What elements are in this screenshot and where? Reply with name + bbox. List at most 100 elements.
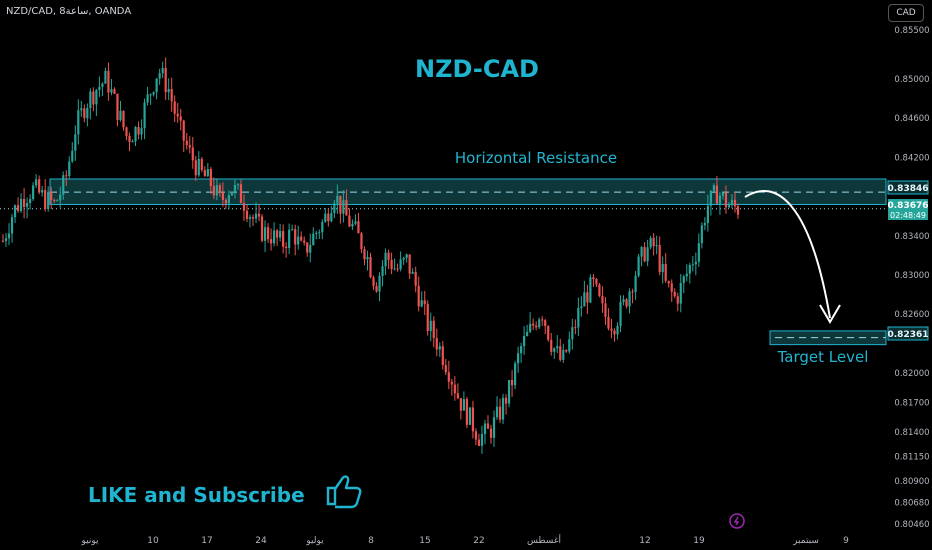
candle-body [715, 185, 719, 204]
candle-body [607, 316, 610, 329]
candle-body [191, 147, 194, 161]
candle-body [47, 191, 50, 209]
candle-body [697, 243, 700, 262]
candle-body [324, 213, 327, 222]
candle-body [381, 266, 384, 276]
candle-body [592, 277, 595, 280]
x-tick-label: 17 [201, 536, 212, 546]
candle-body [565, 349, 568, 352]
x-tick-label: يونيو [80, 536, 99, 546]
candle-body [83, 108, 86, 119]
candle-body [182, 120, 185, 141]
candle-body [206, 169, 209, 177]
candle-body [703, 222, 706, 226]
candle-body [333, 203, 336, 214]
x-tick-label: 9 [843, 536, 849, 546]
candle-body [390, 259, 393, 270]
candle-body [432, 320, 435, 339]
candle-body [140, 128, 143, 135]
candle-body [694, 261, 697, 265]
y-tick-label: 0.81150 [894, 452, 929, 462]
candle-body [273, 230, 276, 244]
candle-body [4, 238, 8, 241]
candle-body [1, 240, 5, 242]
candle-body [104, 70, 107, 84]
candle-body [616, 325, 619, 335]
candle-body [513, 363, 517, 386]
candle-body [402, 257, 405, 260]
candle-body [631, 291, 634, 293]
candle-body [89, 91, 92, 109]
candle-body [113, 89, 116, 94]
x-tick-label: 15 [419, 536, 430, 546]
candle-body [312, 233, 315, 246]
candle-body [486, 423, 490, 429]
candle-body [200, 158, 203, 170]
candle-body [176, 113, 179, 117]
candle-body [71, 150, 74, 162]
candle-body [405, 254, 408, 258]
candle-body [101, 83, 104, 87]
candle-body [345, 200, 348, 216]
candle-body [450, 381, 453, 385]
candle-body [733, 199, 737, 207]
candle-body [22, 198, 26, 207]
candle-body [110, 89, 113, 93]
candle-body [384, 252, 387, 267]
candle-body [501, 397, 505, 420]
candle-body [550, 339, 553, 352]
y-tick-label: 0.81700 [894, 398, 929, 408]
candles [1, 57, 740, 455]
candle-body [736, 206, 740, 215]
candle-body [571, 327, 574, 340]
candle-body [495, 406, 499, 418]
x-tick-label: يوليو [305, 536, 324, 546]
candle-body [375, 286, 378, 292]
candle-body [134, 127, 137, 142]
candle-body [62, 175, 65, 195]
candle-body [315, 232, 318, 234]
symbol-info[interactable]: NZD/CAD, 8ساعة, OANDA [6, 6, 132, 17]
candle-body [447, 372, 450, 382]
candle-body [462, 399, 465, 411]
candle-body [417, 285, 420, 307]
candle-body [86, 108, 89, 119]
candle-body [164, 67, 167, 93]
y-tick-label: 0.82000 [894, 369, 929, 379]
candle-body [179, 116, 182, 121]
y-tick-label: 0.85000 [894, 75, 929, 85]
candle-body [589, 277, 592, 303]
candle-body [288, 229, 291, 249]
candle-body [122, 110, 125, 128]
candle-body [619, 301, 622, 326]
candle-body [637, 256, 640, 276]
candle-body [438, 346, 441, 350]
candle-body [517, 353, 520, 364]
currency-button[interactable]: CAD [888, 4, 924, 22]
candle-body [266, 227, 270, 240]
svg-text:0.82361: 0.82361 [888, 330, 929, 340]
candle-body [556, 346, 559, 349]
candle-body [498, 406, 502, 420]
candle-body [613, 330, 616, 335]
candle-body [441, 346, 444, 366]
candle-body [664, 263, 667, 281]
candle-body [646, 247, 649, 262]
x-tick-label: 19 [693, 536, 705, 546]
candle-body [209, 169, 212, 187]
candle-body [276, 230, 279, 238]
lightning-icon[interactable] [729, 513, 745, 529]
candle-body [652, 237, 655, 247]
candle-body [625, 299, 628, 307]
candle-body [574, 327, 577, 329]
candle-body [32, 185, 35, 200]
candle-body [330, 213, 333, 222]
candle-body [507, 379, 511, 404]
candle-body [667, 280, 670, 284]
candle-body [658, 245, 661, 273]
candle-body [318, 232, 321, 234]
candle-timer: 02:48:49 [890, 211, 926, 220]
candle-body [393, 268, 396, 270]
candle-body [688, 265, 691, 274]
